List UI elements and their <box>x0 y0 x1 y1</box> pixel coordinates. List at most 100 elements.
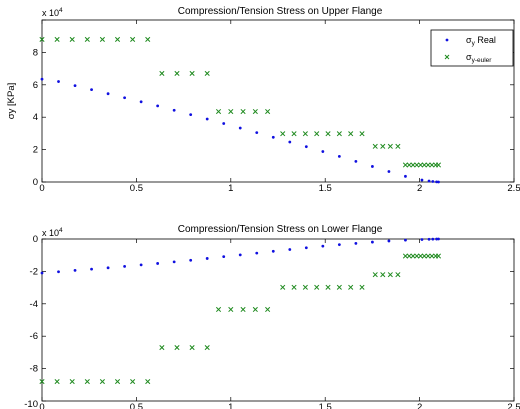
lower-euler-point <box>54 379 60 385</box>
upper-data-marks <box>39 36 442 184</box>
lower-euler-point <box>425 253 431 259</box>
lower-euler-point <box>414 253 420 259</box>
upper-real-point <box>172 108 176 112</box>
lower-euler-point <box>410 253 416 259</box>
lower-real-point <box>420 238 424 241</box>
lower-y-tick-label: -6 <box>30 331 38 342</box>
upper-euler-point <box>302 131 308 137</box>
upper-y-tick-label: 2 <box>33 145 38 156</box>
lower-euler-point <box>69 379 75 385</box>
legend-real-label: σy Real <box>466 35 496 47</box>
lower-y-multiplier: x 104 <box>42 227 63 238</box>
lower-real-point <box>189 258 193 262</box>
lower-euler-point <box>435 253 442 259</box>
lower-real-point <box>387 239 391 243</box>
upper-x-tick-label: 2.5 <box>507 183 520 194</box>
upper-euler-point <box>145 36 151 42</box>
lower-real-point <box>437 237 440 241</box>
upper-euler-point <box>359 131 365 137</box>
upper-real-point <box>420 178 424 182</box>
upper-euler-point <box>99 36 105 42</box>
lower-real-point <box>172 260 176 264</box>
upper-chart-title: Compression/Tension Stress on Upper Flan… <box>178 6 383 17</box>
upper-euler-point <box>429 162 435 168</box>
upper-real-point <box>288 140 292 144</box>
upper-euler-point <box>69 36 75 42</box>
lower-real-point <box>288 248 292 251</box>
lower-real-point <box>255 251 259 255</box>
upper-y-tick-label: 4 <box>33 112 38 123</box>
lower-euler-point <box>204 344 210 351</box>
upper-real-point <box>57 80 60 83</box>
lower-euler-point <box>348 284 354 290</box>
upper-euler-point <box>395 143 401 149</box>
lower-euler-point <box>159 344 165 351</box>
lower-x-tick-label: 0 <box>39 402 44 409</box>
lower-y-tick-label: -4 <box>30 299 38 310</box>
lower-x-tick-label: 2 <box>417 402 422 409</box>
lower-euler-point <box>39 379 45 385</box>
upper-euler-point <box>114 36 121 42</box>
upper-euler-point <box>84 36 90 42</box>
lower-real-point <box>156 262 160 265</box>
lower-euler-point <box>359 284 365 290</box>
lower-chart-title: Compression/Tension Stress on Lower Flan… <box>178 224 383 235</box>
lower-euler-point <box>84 379 90 385</box>
upper-real-point <box>387 170 391 173</box>
upper-y-tick-label: 8 <box>33 47 38 58</box>
upper-euler-point <box>240 108 246 115</box>
upper-real-point <box>437 180 440 184</box>
upper-real-point <box>354 160 358 163</box>
legend-real-marker <box>445 38 449 42</box>
upper-euler-point <box>380 143 386 149</box>
lower-euler-point <box>215 306 222 313</box>
lower-euler-point <box>302 284 308 290</box>
upper-euler-point <box>204 70 210 77</box>
lower-euler-point <box>387 272 393 278</box>
lower-euler-point <box>130 379 136 385</box>
lower-y-tick-label: -2 <box>30 266 38 277</box>
upper-real-point <box>371 165 374 168</box>
upper-real-point <box>73 84 77 88</box>
lower-euler-point <box>280 284 286 290</box>
upper-real-point <box>255 131 259 134</box>
upper-real-point <box>139 100 143 104</box>
upper-euler-point <box>348 131 354 137</box>
lower-euler-point <box>145 379 151 385</box>
upper-x-tick-label: 2 <box>417 183 422 194</box>
lower-euler-point <box>406 253 412 259</box>
lower-x-tick-label: 1 <box>228 402 233 409</box>
legend-box <box>430 29 514 67</box>
upper-euler-point <box>402 162 408 168</box>
upper-euler-point <box>215 108 222 115</box>
lower-euler-point <box>291 284 297 290</box>
upper-euler-point <box>372 143 378 149</box>
lower-real-point <box>139 263 143 267</box>
lower-plot-area <box>41 238 515 402</box>
lower-real-point <box>90 267 93 271</box>
upper-y-tick-label: 6 <box>33 80 38 91</box>
upper-axis-ticks: 0 0.5 1 1.5 2 2.5 0 2 4 6 8 <box>33 19 520 194</box>
upper-y-tick-label: 0 <box>33 177 38 188</box>
lower-y-tick-label: 0 <box>33 234 38 245</box>
upper-euler-point <box>414 162 420 168</box>
lower-data-marks <box>39 237 442 385</box>
lower-euler-point <box>314 284 320 290</box>
upper-euler-point <box>228 108 234 115</box>
lower-euler-point <box>252 306 258 313</box>
upper-euler-point <box>252 108 258 115</box>
upper-euler-point <box>387 143 393 149</box>
upper-legend: σy Real σy-euler <box>430 29 514 67</box>
lower-euler-point <box>421 253 427 259</box>
upper-euler-point <box>336 131 342 137</box>
upper-real-point <box>321 150 325 153</box>
lower-real-point <box>40 271 44 275</box>
lower-euler-point <box>240 306 246 313</box>
upper-real-point <box>427 179 431 183</box>
upper-euler-point <box>291 131 297 137</box>
upper-real-point <box>304 145 308 149</box>
lower-x-tick-label: 2.5 <box>507 402 520 409</box>
upper-real-point <box>40 77 44 81</box>
lower-real-point <box>337 243 341 247</box>
upper-real-point <box>431 180 435 183</box>
